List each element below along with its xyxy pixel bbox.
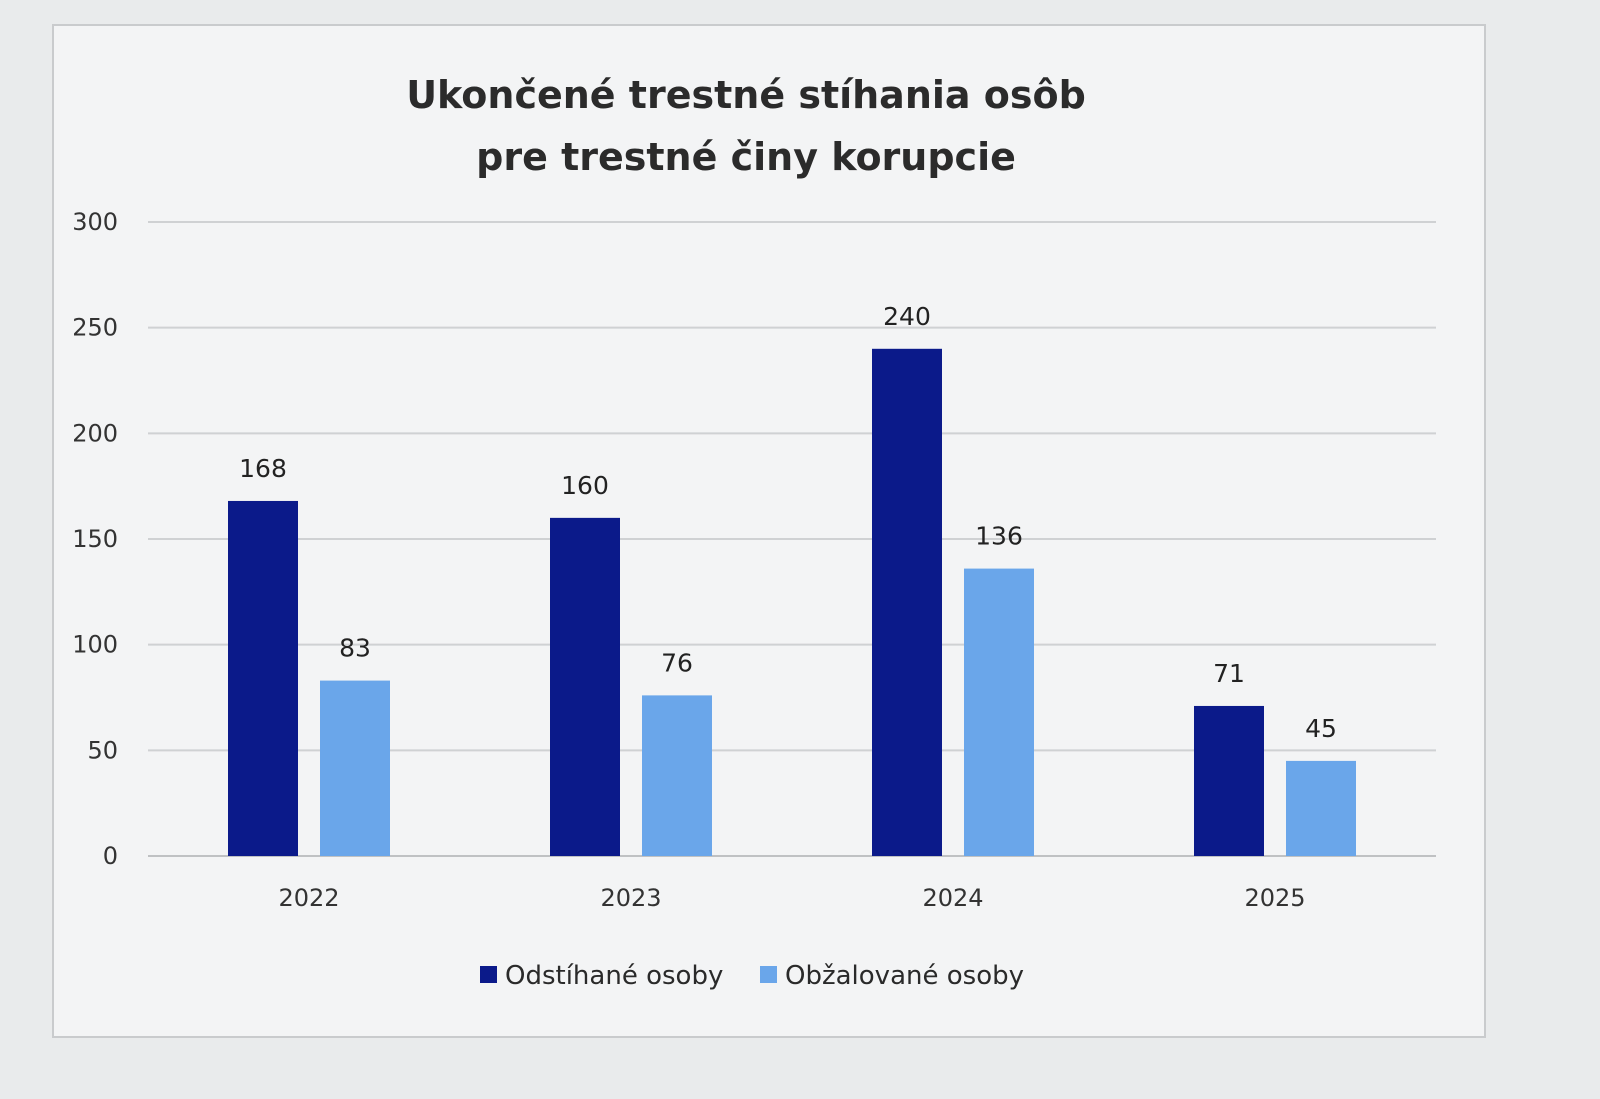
y-tick-label: 100 [72, 631, 118, 659]
bar-obzalovane-2023 [642, 695, 712, 856]
data-label: 240 [883, 302, 931, 331]
x-tick-label: 2024 [922, 884, 983, 912]
data-label: 168 [239, 454, 287, 483]
data-label: 76 [661, 648, 693, 677]
y-tick-label: 50 [87, 736, 118, 764]
x-tick-label: 2023 [600, 884, 661, 912]
chart-title-line-2: pre trestné činy korupcie [476, 135, 1016, 179]
data-label: 83 [339, 634, 371, 663]
data-label: 160 [561, 471, 609, 500]
chart-title-line-1: Ukončené trestné stíhania osôb [406, 73, 1086, 117]
y-tick-label: 150 [72, 525, 118, 553]
y-tick-label: 0 [103, 842, 118, 870]
legend-swatch [480, 966, 497, 983]
bar-odstihane-2024 [872, 348, 942, 856]
legend-label: Odstíhané osoby [505, 961, 723, 991]
legend-label: Obžalované osoby [785, 961, 1024, 991]
x-tick-label: 2022 [278, 884, 339, 912]
legend: Odstíhané osoby Obžalované osoby [480, 961, 1024, 991]
bar-obzalovane-2022 [320, 680, 390, 856]
y-tick-label: 200 [72, 419, 118, 447]
data-label: 45 [1305, 714, 1337, 743]
x-tick-label: 2025 [1244, 884, 1305, 912]
bar-odstihane-2025 [1194, 705, 1264, 856]
legend-swatch [760, 966, 777, 983]
data-label: 71 [1213, 659, 1245, 688]
y-tick-label: 250 [72, 314, 118, 342]
bar-odstihane-2022 [228, 500, 298, 856]
data-label: 136 [975, 522, 1023, 551]
bar-obzalovane-2025 [1286, 760, 1356, 856]
bar-obzalovane-2024 [964, 568, 1034, 856]
bar-odstihane-2023 [550, 517, 620, 856]
y-tick-label: 300 [72, 208, 118, 236]
